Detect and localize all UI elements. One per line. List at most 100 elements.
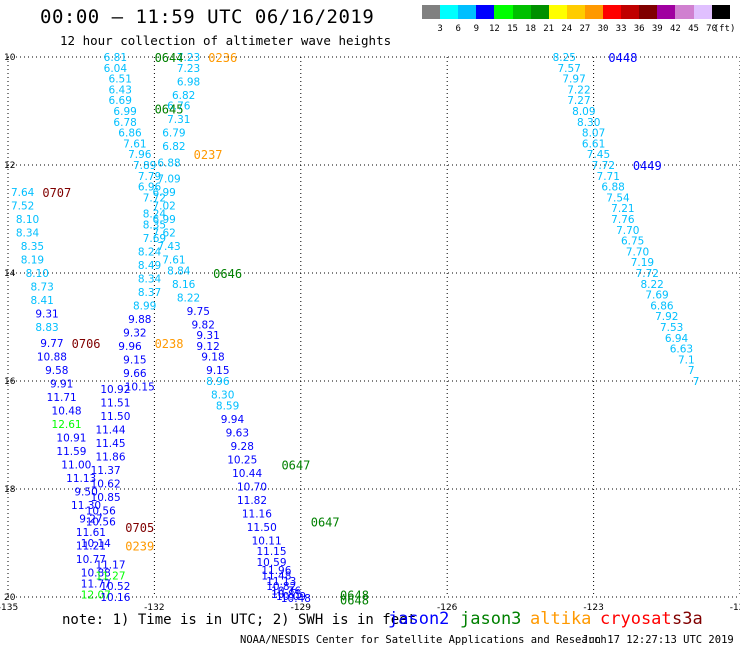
colorbar-label: 24 [561, 24, 573, 34]
wave-height-label: 11.27 [95, 570, 125, 582]
wave-height-label: 11.48 [261, 570, 291, 582]
wave-height-label: 10.88 [81, 568, 111, 580]
colorbar-swatch [512, 5, 532, 19]
wave-height-label: 7.52 [11, 201, 34, 213]
wave-height-label: 6.94 [665, 333, 689, 345]
wave-height-label: 9.31 [35, 309, 58, 321]
wave-height-label: 9.88 [128, 314, 151, 326]
wave-height-label: 10.11 [252, 535, 282, 547]
wave-height-label: 7.09 [157, 174, 180, 186]
lon-tick-label: -132 [144, 603, 164, 613]
colorbar-swatch [711, 5, 731, 19]
wave-height-label: 10.77 [76, 554, 106, 566]
colorbar-swatch [566, 5, 586, 19]
wave-height-label: 11.59 [56, 446, 86, 458]
lat-tick-label: 18 [4, 485, 16, 495]
legend-jason3: jason3 [460, 609, 522, 629]
wave-height-label: 11.86 [95, 452, 125, 464]
pass-time-label: 0237 [194, 148, 223, 162]
wave-height-label: 9.96 [118, 341, 142, 353]
wave-height-label: 11.15 [256, 546, 286, 558]
wave-height-label: 6.69 [109, 95, 132, 107]
colorbar-swatch [621, 5, 640, 19]
wave-height-label: 8.22 [640, 279, 663, 291]
wave-height-label: 10.15 [125, 381, 155, 393]
wave-height-label: 9.15 [123, 354, 146, 366]
lat-tick-label: 12 [4, 161, 15, 171]
wave-height-label: 8.10 [16, 214, 39, 226]
wave-height-label: 9.66 [123, 368, 147, 380]
wave-height-label: 11.61 [76, 527, 106, 539]
wave-height-label: 7.64 [11, 187, 35, 199]
colorbar-label: 36 [633, 24, 645, 34]
wave-height-label: 9.63 [226, 427, 249, 439]
wave-height-label: 8.35 [21, 241, 44, 253]
wave-height-label: 9.31 [196, 330, 219, 342]
wave-height-label: 7.23 [177, 52, 200, 64]
wave-height-label: 7.27 [567, 95, 590, 107]
colorbar-swatch [639, 5, 658, 19]
wave-height-label: 7.79 [138, 171, 161, 183]
wave-height-label: 9.91 [50, 379, 73, 391]
wave-height-label: 7.62 [152, 228, 175, 240]
wave-height-label: 11.96 [261, 565, 291, 577]
wave-height-label: 10.56 [86, 506, 116, 518]
wave-height-label: 7.69 [645, 290, 668, 302]
wave-height-label: 8.07 [582, 128, 605, 140]
wave-height-label: 8.96 [206, 376, 230, 388]
colorbar-label: 15 [507, 24, 518, 34]
wave-height-label: 10.82 [266, 581, 296, 593]
lon-tick-label: -120 [730, 603, 740, 613]
wave-height-label: 7.70 [616, 225, 639, 237]
wave-height-label: 10.48 [52, 406, 82, 418]
colorbar-label: 12 [488, 24, 500, 34]
wave-height-label: 7.19 [631, 257, 654, 269]
wave-height-label: 10.14 [81, 538, 111, 550]
page-title: 00:00 – 11:59 UTC 06/16/2019 [40, 6, 375, 28]
wave-height-label: 6.63 [670, 344, 693, 356]
colorbar-label: 39 [651, 24, 663, 34]
legend-cryosat: cryosat [600, 609, 672, 629]
wave-height-label: 6.96 [138, 182, 162, 194]
wave-height-label: 6.86 [118, 128, 142, 140]
pass-time-label: 0647 [281, 459, 310, 473]
colorbar-swatch [584, 5, 604, 19]
pass-time-label: 0647 [311, 515, 340, 529]
wave-height-label: 11.82 [237, 495, 267, 507]
wave-height-label: 8.16 [172, 279, 196, 291]
pass-time-label: 0648 [340, 588, 369, 602]
pass-time-label: 0646 [213, 267, 242, 281]
wave-height-label: 7.53 [660, 322, 683, 334]
wave-height-label: 7 [688, 365, 695, 377]
wave-height-label: 7.23 [177, 63, 200, 75]
wave-height-label: 9.82 [192, 319, 215, 331]
wave-height-label: 7.21 [611, 203, 634, 215]
wave-height-label: 6.88 [601, 182, 624, 194]
wave-height-label: 11.51 [100, 398, 130, 410]
wave-height-label: 9.58 [45, 365, 68, 377]
footnote: note: 1) Time is in UTC; 2) SWH is in fe… [62, 612, 417, 628]
wave-height-label: 6.51 [109, 74, 132, 86]
wave-height-label: 6.86 [650, 300, 674, 312]
wave-height-label: 7.70 [626, 246, 649, 258]
wave-height-label: 10.56 [86, 516, 116, 528]
wave-height-label: 8.10 [26, 268, 49, 280]
wave-height-label: 8.73 [30, 282, 53, 294]
wave-height-label: 10.44 [232, 468, 262, 480]
wave-height-label: 11.50 [247, 522, 277, 534]
colorbar-swatch [494, 5, 513, 19]
wave-height-label: 6.88 [157, 157, 180, 169]
credit-text: NOAA/NESDIS Center for Satellite Applica… [240, 634, 607, 646]
wave-height-label: 11.30 [71, 500, 101, 512]
wave-height-label: 7.57 [558, 63, 581, 75]
wave-height-label: 7.72 [143, 192, 166, 204]
pass-time-label: 0239 [125, 540, 154, 554]
wave-height-label: 7.61 [123, 138, 146, 150]
colorbar-label: 6 [455, 24, 461, 34]
pass-time-label: 0648 [340, 594, 369, 608]
wave-height-label: 7.31 [167, 114, 190, 126]
legend-s3a: s3a [672, 609, 703, 629]
wave-height-label: 8.84 [167, 265, 191, 277]
page-subtitle: 12 hour collection of altimeter wave hei… [60, 33, 392, 48]
